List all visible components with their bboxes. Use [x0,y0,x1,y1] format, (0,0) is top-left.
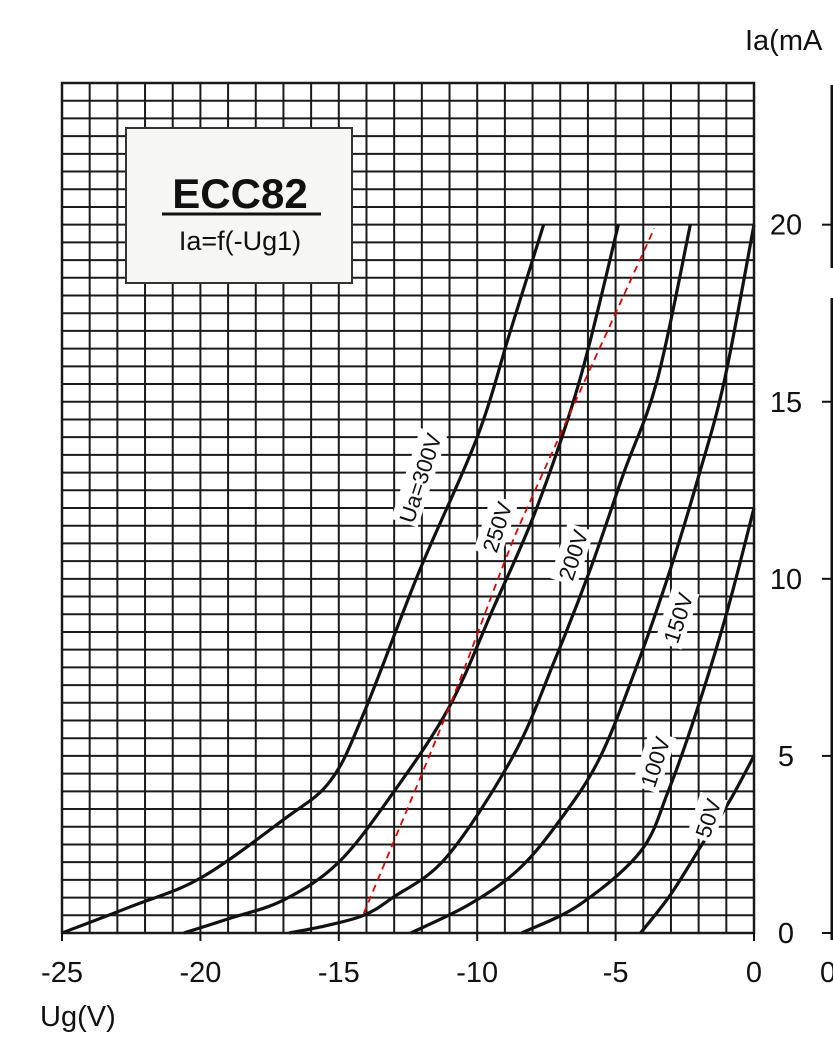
y-tick-label: 20 [770,210,802,242]
curve-label-text: Ua=300V [394,430,446,526]
x-tick-label: -25 [41,957,83,989]
curve-label-background [549,522,595,587]
x-tick-label: -10 [456,957,498,989]
plot-border [60,81,756,935]
curve-label-background [686,791,728,844]
y-axis-label: Ia(mA [745,25,823,57]
x-tick-label: 0 [746,957,762,989]
x-axis-label: Ug(V) [40,1001,116,1033]
curve-label-text: 150V [659,590,699,647]
curves [61,224,756,935]
series-line-150v [410,224,756,935]
curve-label-text: 100V [636,734,676,791]
curve-label-ua300v: Ua=300V [390,427,448,528]
y-tick-label: 10 [770,564,802,596]
curve-label-text: 50V [691,795,727,840]
series-line-ua300v [61,224,546,935]
x-tick-label: -5 [603,957,629,989]
curve-label-background [654,585,700,650]
series-line-100v [520,507,756,935]
series-line-50v [639,755,756,934]
curve-label-50v: 50V [686,791,728,844]
curve-label-background [390,427,448,528]
y-tick-label: 0 [778,918,794,950]
x-tick-label: -15 [318,957,360,989]
y-tick-label: 15 [770,387,802,419]
curve-label-background [631,729,677,794]
right-panel-x-tick: 0 [820,957,833,989]
x-tick-label: -20 [179,957,221,989]
curve-label-background [473,494,519,559]
chart-title: ECC82 [172,170,307,217]
series-line-200v [288,224,692,935]
chart-subtitle: Ia=f(-Ug1) [179,226,301,256]
y-tick-label: 5 [778,741,794,773]
title-box: ECC82 Ia=f(-Ug1) [125,127,353,284]
